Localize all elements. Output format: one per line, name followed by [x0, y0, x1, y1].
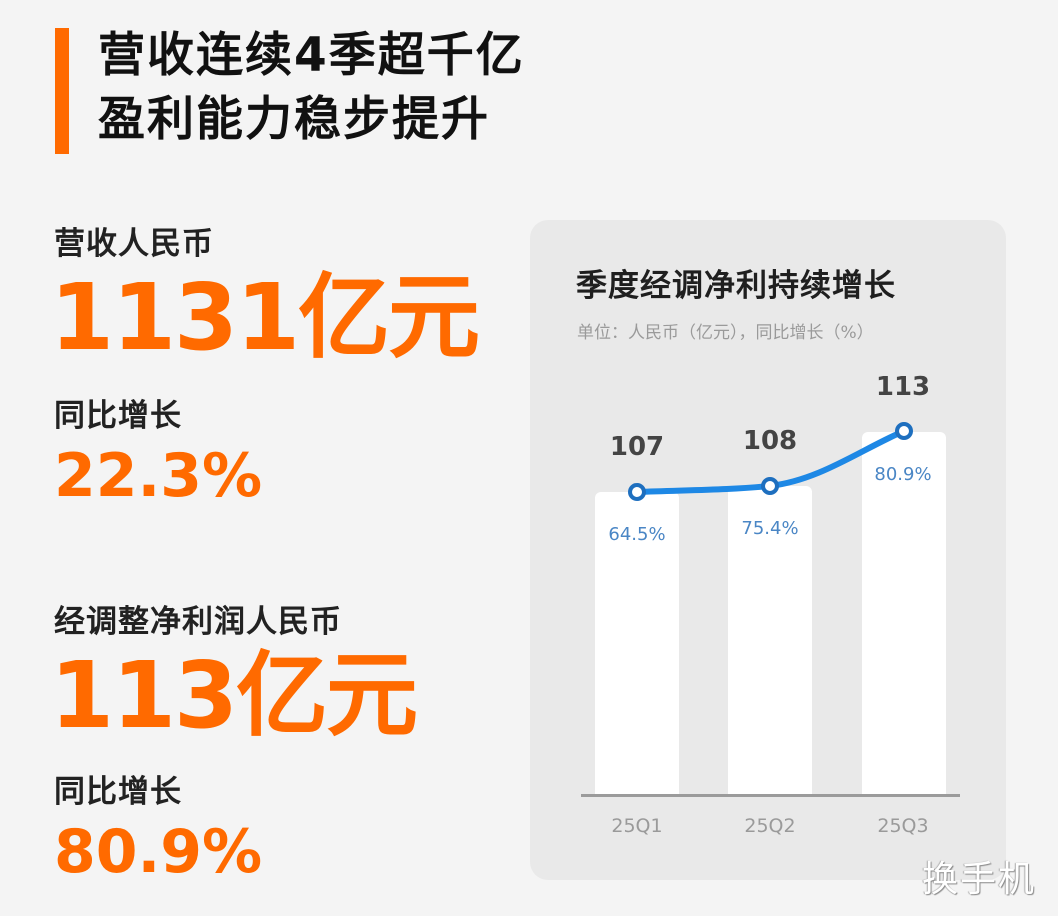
- point-25q2: [761, 477, 779, 495]
- growth-label-25q1: 64.5%: [608, 524, 666, 545]
- net-profit-growth-value: 80.9%: [54, 817, 263, 887]
- x-tick-25q1: 25Q1: [611, 815, 663, 837]
- watermark: 换手机: [922, 859, 1037, 900]
- headline-line-2: 盈利能力稳步提升: [98, 92, 490, 147]
- growth-label-25q3: 80.9%: [874, 464, 932, 485]
- point-25q1: [628, 483, 646, 501]
- revenue-growth-value: 22.3%: [54, 441, 263, 511]
- x-tick-25q3: 25Q3: [877, 815, 929, 837]
- net-profit-growth-label: 同比增长: [54, 774, 182, 810]
- accent-bar: [55, 28, 69, 154]
- revenue-label: 营收人民币: [54, 226, 214, 262]
- net-profit-value: 113亿元: [50, 642, 418, 749]
- bar-25q3: [862, 432, 946, 795]
- point-25q3: [895, 422, 913, 440]
- bar-25q1: [595, 492, 679, 795]
- headline-line-1: 营收连续4季超千亿: [98, 28, 525, 83]
- growth-label-25q2: 75.4%: [741, 518, 799, 539]
- value-label-25q2: 108: [742, 426, 798, 456]
- chart-title: 季度经调净利持续增长: [576, 268, 896, 304]
- revenue-growth-label: 同比增长: [54, 398, 182, 434]
- page-headline: 营收连续4季超千亿 盈利能力稳步提升: [98, 24, 525, 152]
- value-label-25q1: 107: [609, 432, 665, 462]
- net-profit-label: 经调整净利润人民币: [54, 604, 342, 640]
- bar-25q2: [728, 486, 812, 795]
- chart-subtitle: 单位：人民币（亿元），同比增长（%）: [577, 323, 874, 343]
- x-tick-25q2: 25Q2: [744, 815, 796, 837]
- value-label-25q3: 113: [875, 372, 931, 402]
- revenue-value: 1131亿元: [50, 264, 480, 371]
- x-axis-line: [581, 794, 960, 797]
